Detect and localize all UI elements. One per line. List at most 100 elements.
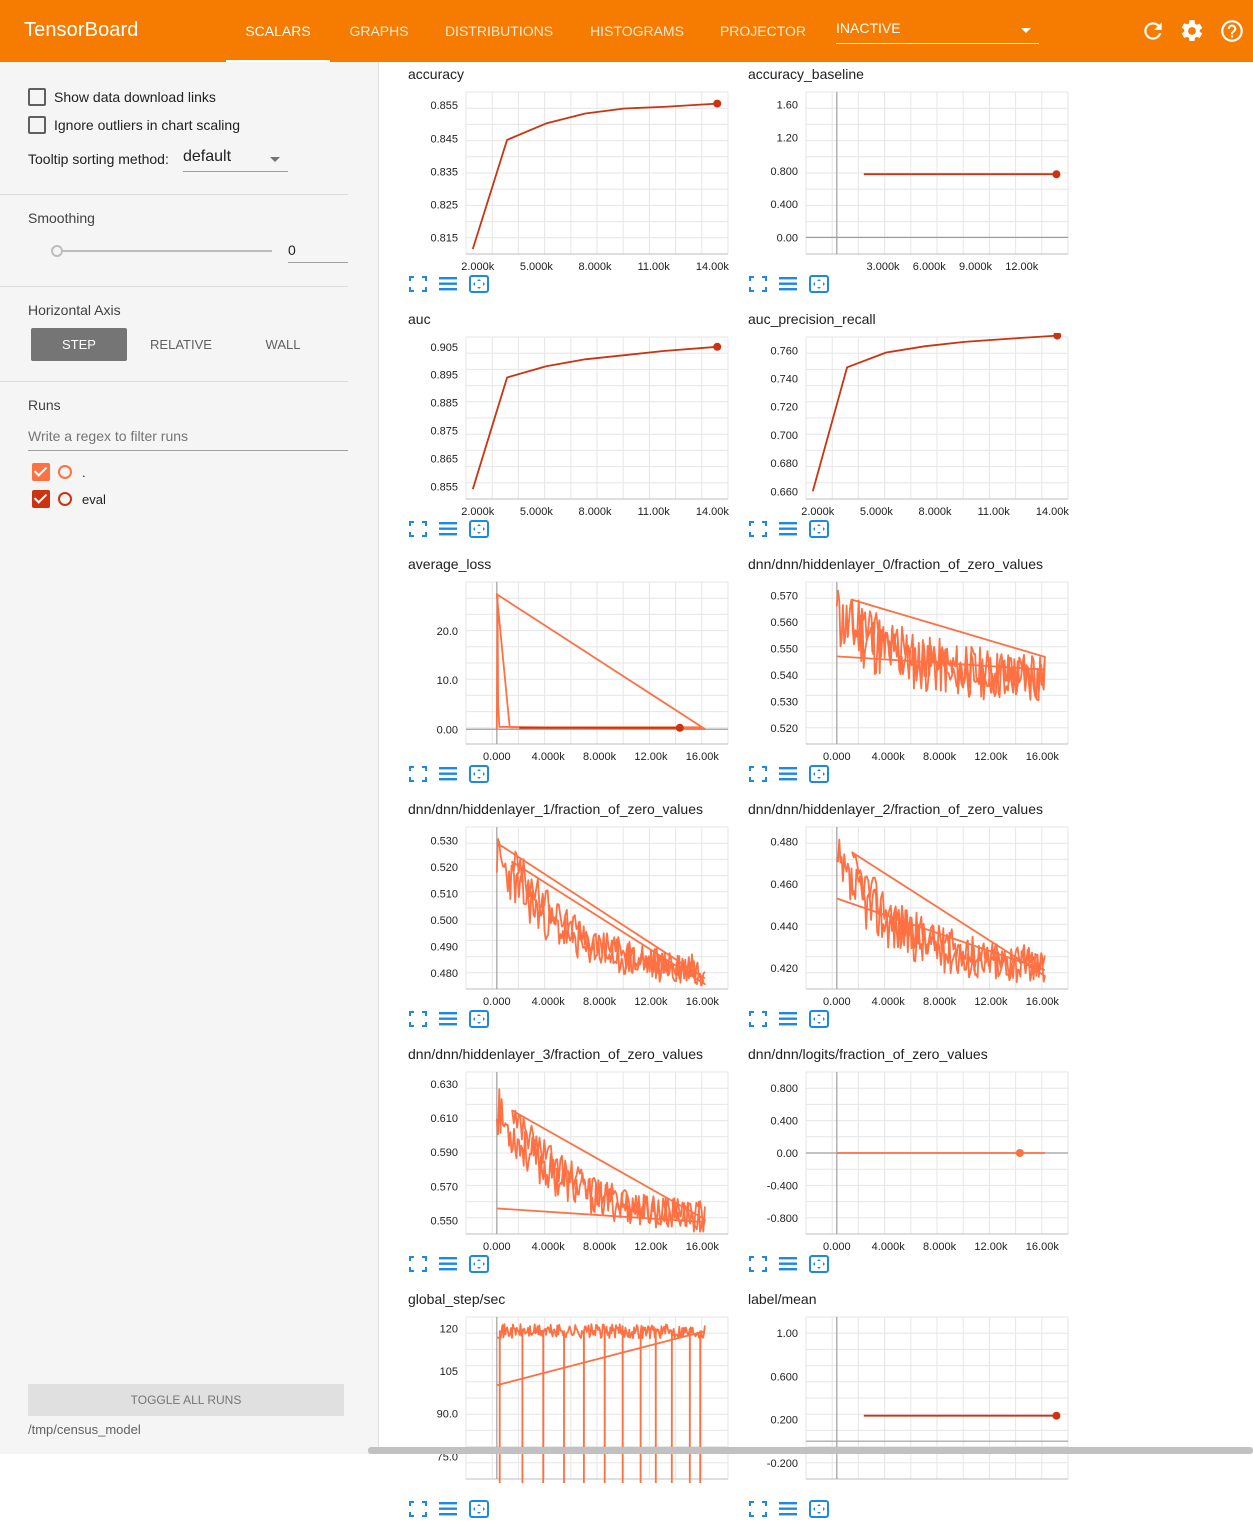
scalar-chart-card: auc_precision_recall 0.760 0.740 0.720 0.700… — [748, 307, 1088, 552]
chart-grid — [805, 1316, 1069, 1480]
series-line — [811, 334, 1058, 492]
tooltip-sorting-dropdown[interactable]: default — [183, 148, 288, 172]
y-tick-label: 0.835 — [430, 166, 458, 178]
chart-title: accuracy_baseline — [748, 66, 864, 82]
inactive-plugins-dropdown[interactable]: INACTIVE — [836, 20, 1039, 44]
fit-domain-icon[interactable] — [469, 765, 489, 783]
settings-icon[interactable] — [1179, 18, 1205, 44]
chart-plot: 0.630 0.610 0.590 0.570 0.550 0.000 4.000k 8.00… — [430, 1071, 729, 1253]
x-tick-label: 8.000k — [583, 996, 617, 1008]
y-tick-label: 0.420 — [770, 963, 798, 975]
chart-title: dnn/dnn/hiddenlayer_2/fraction_of_zero_v… — [748, 801, 1043, 817]
fullscreen-icon[interactable] — [748, 1255, 768, 1273]
fullscreen-icon[interactable] — [748, 765, 768, 783]
series-eval — [471, 342, 722, 490]
toggle-log-scale-icon[interactable] — [438, 275, 458, 293]
fullscreen-icon[interactable] — [408, 765, 428, 783]
fullscreen-icon[interactable] — [408, 275, 428, 293]
horizontal-scrollbar[interactable] — [368, 1447, 1253, 1454]
toggle-log-scale-icon[interactable] — [438, 1010, 458, 1028]
y-tick-label: 0.530 — [770, 697, 798, 709]
scalar-chart-card: auc 0.905 0.895 0.885 0.875 0.865 0.855 2.000k 5… — [408, 307, 748, 552]
tab-projector[interactable]: PROJECTOR — [719, 23, 807, 39]
fit-domain-icon[interactable] — [809, 1500, 829, 1518]
run-item[interactable]: . — [32, 462, 86, 482]
toggle-log-scale-icon[interactable] — [778, 275, 798, 293]
toggle-log-scale-icon[interactable] — [438, 520, 458, 538]
x-tick-label: 16.00k — [686, 1241, 720, 1253]
x-tick-label: 8.000k — [583, 1241, 617, 1253]
help-icon[interactable] — [1219, 18, 1245, 44]
fit-domain-icon[interactable] — [809, 765, 829, 783]
fit-domain-icon[interactable] — [809, 1010, 829, 1028]
fit-domain-icon[interactable] — [469, 1255, 489, 1273]
show-download-links-option[interactable]: Show data download links — [28, 86, 216, 108]
series-line — [495, 1088, 706, 1233]
toggle-log-scale-icon[interactable] — [778, 520, 798, 538]
fit-domain-icon[interactable] — [469, 275, 489, 293]
fullscreen-icon[interactable] — [408, 1500, 428, 1518]
fit-domain-icon[interactable] — [809, 1255, 829, 1273]
fit-domain-icon[interactable] — [469, 520, 489, 538]
chart-title: auc — [408, 311, 431, 327]
toggle-all-runs-button[interactable]: TOGGLE ALL RUNS — [28, 1384, 344, 1416]
chart-plot: 1.00 0.600 0.200 -0.200 — [767, 1316, 1069, 1480]
ignore-outliers-option[interactable]: Ignore outliers in chart scaling — [28, 114, 240, 136]
tab-scalars[interactable]: SCALARS — [226, 0, 330, 62]
toggle-log-scale-icon[interactable] — [438, 1255, 458, 1273]
smoothing-input[interactable]: 0 — [288, 241, 348, 263]
ignore-outliers-checkbox[interactable] — [28, 116, 46, 134]
fullscreen-icon[interactable] — [408, 520, 428, 538]
run-name: . — [82, 464, 86, 480]
toggle-log-scale-icon[interactable] — [778, 1255, 798, 1273]
toggle-log-scale-icon[interactable] — [438, 765, 458, 783]
x-tick-label: 8.000k — [579, 261, 613, 273]
refresh-icon[interactable] — [1140, 18, 1166, 44]
fit-domain-icon[interactable] — [469, 1010, 489, 1028]
axis-relative-button[interactable]: RELATIVE — [150, 337, 212, 352]
y-tick-label: 0.00 — [777, 232, 798, 244]
toggle-log-scale-icon[interactable] — [778, 1500, 798, 1518]
toggle-log-scale-icon[interactable] — [778, 765, 798, 783]
run-item[interactable]: eval — [32, 489, 106, 509]
x-tick-label: 16.00k — [686, 751, 720, 763]
smoothing-slider-knob[interactable] — [51, 245, 63, 257]
y-tick-label: 0.550 — [430, 1215, 458, 1227]
fit-domain-icon[interactable] — [809, 520, 829, 538]
chart-grid — [465, 1316, 729, 1480]
fullscreen-icon[interactable] — [408, 1010, 428, 1028]
y-tick-label: 0.00 — [777, 1148, 798, 1160]
y-tick-label: 0.895 — [430, 370, 458, 382]
app-title: TensorBoard — [24, 19, 139, 41]
run-checkbox[interactable] — [32, 463, 50, 481]
x-tick-label: 16.00k — [686, 996, 720, 1008]
axis-step-button[interactable]: STEP — [31, 328, 127, 361]
fullscreen-icon[interactable] — [748, 1010, 768, 1028]
run-filter-input[interactable]: Write a regex to filter runs — [28, 428, 348, 451]
x-tick-label: 8.000k — [583, 751, 617, 763]
axis-wall-button[interactable]: WALL — [265, 337, 301, 352]
show-download-links-checkbox[interactable] — [28, 88, 46, 106]
toggle-log-scale-icon[interactable] — [778, 1010, 798, 1028]
run-color-icon — [58, 465, 72, 479]
fullscreen-icon[interactable] — [748, 1500, 768, 1518]
fullscreen-icon[interactable] — [408, 1255, 428, 1273]
run-checkbox[interactable] — [32, 490, 50, 508]
smoothing-slider-track[interactable] — [55, 250, 272, 252]
series-line — [471, 345, 718, 490]
fit-domain-icon[interactable] — [469, 1500, 489, 1518]
y-tick-label: 0.680 — [770, 458, 798, 470]
run-color-icon — [58, 492, 72, 506]
series-end-point — [713, 342, 722, 351]
series-train — [835, 838, 1046, 984]
tab-graphs[interactable]: GRAPHS — [349, 23, 409, 39]
fit-domain-icon[interactable] — [809, 275, 829, 293]
chart-title: dnn/dnn/hiddenlayer_0/fraction_of_zero_v… — [748, 556, 1043, 572]
toggle-log-scale-icon[interactable] — [438, 1500, 458, 1518]
fullscreen-icon[interactable] — [748, 520, 768, 538]
fullscreen-icon[interactable] — [748, 275, 768, 293]
chart-actions — [748, 765, 848, 785]
tab-distributions[interactable]: DISTRIBUTIONS — [444, 23, 554, 39]
tab-histograms[interactable]: HISTOGRAMS — [590, 23, 684, 39]
x-tick-label: 8.000k — [923, 751, 957, 763]
